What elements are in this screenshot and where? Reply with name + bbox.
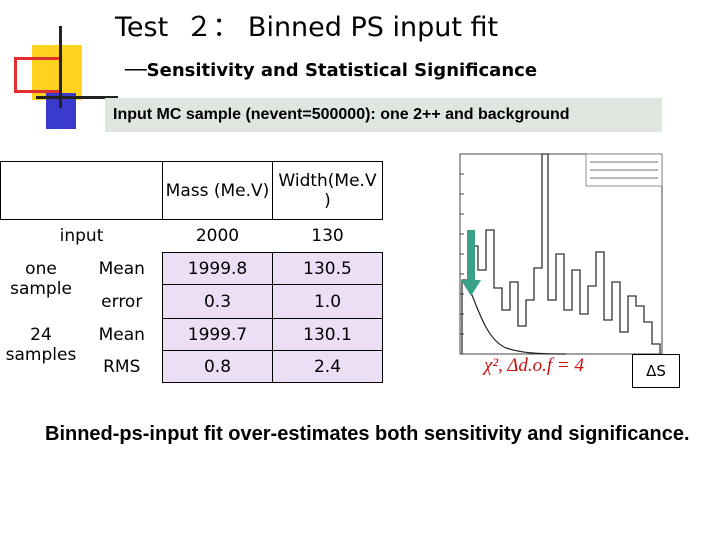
table-row: RMS 0.8 2.4 [1, 350, 383, 383]
fit-results-table: Mass (Me.V) Width(Me.V ) input 2000 130 … [0, 161, 383, 383]
rms-label: RMS [103, 356, 141, 377]
one-sample-label: one sample [10, 258, 72, 299]
delta-s-label: ΔS [646, 362, 666, 380]
one-sample-mean-mass: 1999.8 [162, 252, 273, 285]
input-width: 130 [311, 226, 344, 246]
slide-subtitle: ──Sensitivity and Statistical Significan… [125, 60, 538, 81]
horizontal-rule [36, 96, 118, 99]
vertical-rule [59, 26, 62, 108]
mean-label: Mean [98, 324, 145, 345]
mean-label: Mean [98, 258, 145, 279]
samples-24-rms-mass: 0.8 [162, 350, 273, 383]
one-sample-error-width: 1.0 [272, 284, 383, 319]
input-mass: 2000 [195, 226, 240, 246]
conclusion-text: Binned-ps-input fit over-estimates both … [45, 423, 690, 445]
stats-box [585, 153, 663, 187]
input-sample-banner: Input MC sample (nevent=500000): one 2++… [105, 98, 662, 132]
green-arrow [461, 230, 481, 296]
chi2-curve [469, 289, 567, 355]
chi2-formula: χ², Δd.o.f = 4 [482, 355, 584, 376]
table-row: input 2000 130 [1, 220, 383, 253]
samples-24-mean-mass: 1999.7 [162, 318, 273, 351]
samples-24-label: 24 samples [5, 324, 77, 365]
samples-24-rms-width: 2.4 [272, 350, 383, 383]
banner-text: Input MC sample (nevent=500000): one 2++… [113, 106, 570, 123]
table-row: one sample Mean 1999.8 130.5 [1, 252, 383, 299]
chi2-distribution-plot: χ², Δd.o.f = 4 [459, 153, 663, 376]
samples-24-mean-width: 130.1 [272, 318, 383, 351]
table-header-row: Mass (Me.V) Width(Me.V ) [0, 161, 383, 220]
error-label: error [101, 291, 143, 312]
corner-cell [0, 161, 163, 220]
one-sample-mean-width: 130.5 [272, 252, 383, 285]
red-frame [14, 57, 62, 93]
mass-header: Mass (Me.V) [162, 161, 273, 220]
one-sample-error-mass: 0.3 [162, 284, 273, 319]
input-label: input [59, 226, 104, 247]
delta-s-box: ΔS [632, 354, 680, 388]
table-row: 24 samples Mean 1999.7 130.1 [1, 318, 383, 365]
slide-title: Test ２： Binned PS input fit [115, 12, 499, 43]
width-header: Width(Me.V ) [272, 161, 383, 220]
histogram-steps [461, 153, 661, 354]
